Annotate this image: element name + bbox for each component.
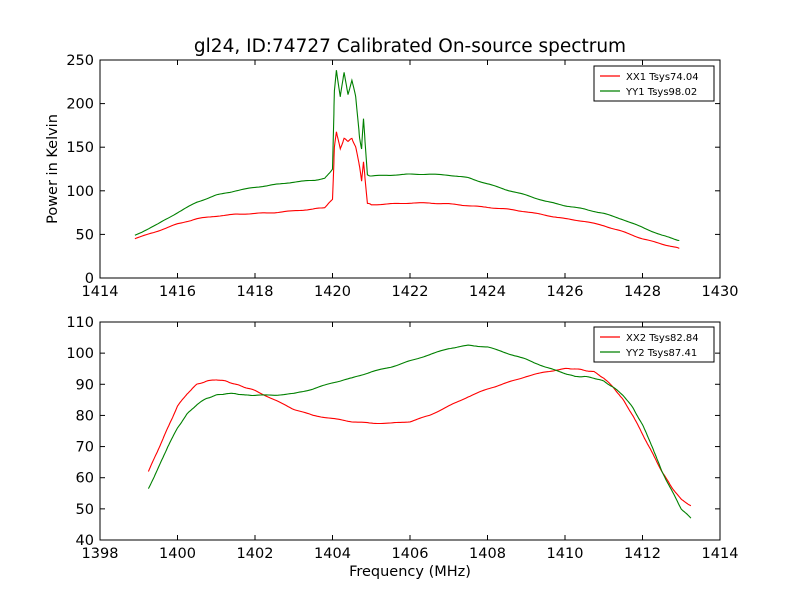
- top-y-tick-label: 100: [66, 184, 94, 200]
- top-x-tick-label: 1416: [159, 284, 196, 300]
- top-x-tick-label: 1418: [237, 284, 274, 300]
- top-y-tick-label: 50: [76, 227, 94, 243]
- bottom-legend: XX2 Tsys82.84 YY2 Tsys87.41: [593, 326, 715, 363]
- bottom-legend-entry: YY2 Tsys87.41: [625, 348, 697, 359]
- bottom-legend-box: [593, 326, 715, 363]
- bottom-x-tick-label: 1398: [82, 546, 119, 562]
- bottom-y-tick-label: 110: [66, 315, 94, 331]
- top-plot: 1414 1416 1418 1420 1422 1424 1426 1428 1430 0 50 1…: [66, 53, 738, 300]
- top-legend: XX1 Tsys74.04 YY1 Tsys98.02: [593, 65, 715, 102]
- bottom-x-tick-label: 1406: [392, 546, 429, 562]
- top-series-line-2: [134, 70, 680, 242]
- bottom-y-tick-label: 90: [76, 377, 94, 393]
- bottom-y-tick-label: 70: [76, 440, 94, 456]
- bottom-x-tick-label: 1412: [624, 546, 661, 562]
- bottom-y-tick-label: 100: [66, 346, 94, 362]
- top-x-tick-label: 1422: [392, 284, 429, 300]
- bottom-series-line-2: [147, 344, 692, 519]
- top-y-tick-label: 0: [85, 271, 94, 287]
- bottom-x-tick-label: 1402: [237, 546, 274, 562]
- bottom-x-tick-label: 1404: [314, 546, 351, 562]
- bottom-y-tick-label: 40: [76, 533, 94, 549]
- top-x-tick-label: 1430: [702, 284, 739, 300]
- top-x-tick-label: 1428: [624, 284, 661, 300]
- bottom-x-axis-label: Frequency (MHz): [349, 564, 471, 580]
- top-x-tick-label: 1426: [547, 284, 584, 300]
- top-x-tick-label: 1414: [82, 284, 119, 300]
- bottom-plot: 1398 1400 1402 1404 1406 1408 1410 1412 1414 40 50…: [66, 315, 738, 562]
- bottom-y-tick-label: 80: [76, 408, 94, 424]
- bottom-x-tick-label: 1408: [469, 546, 506, 562]
- bottom-x-tick-label: 1410: [547, 546, 584, 562]
- bottom-x-tick-label: 1400: [159, 546, 196, 562]
- bottom-x-tick-label: 1414: [702, 546, 739, 562]
- top-y-tick-label: 150: [66, 140, 94, 156]
- top-y-tick-label: 200: [66, 97, 94, 113]
- top-series-line-1: [134, 131, 680, 249]
- top-x-tick-label: 1424: [469, 284, 506, 300]
- top-x-tick-label: 1420: [314, 284, 351, 300]
- top-legend-entry: YY1 Tsys98.02: [625, 87, 697, 98]
- bottom-series-line-1: [147, 367, 692, 507]
- top-legend-box: [593, 65, 715, 102]
- bottom-y-tick-label: 60: [76, 471, 94, 487]
- bottom-legend-entry: XX2 Tsys82.84: [626, 333, 699, 344]
- top-legend-entry: XX1 Tsys74.04: [626, 72, 699, 83]
- bottom-y-tick-label: 50: [76, 502, 94, 518]
- chart-title: gl24, ID:74727 Calibrated On-source spec…: [194, 36, 626, 57]
- top-y-tick-label: 250: [66, 53, 94, 69]
- top-y-axis-label: Power in Kelvin: [45, 114, 61, 224]
